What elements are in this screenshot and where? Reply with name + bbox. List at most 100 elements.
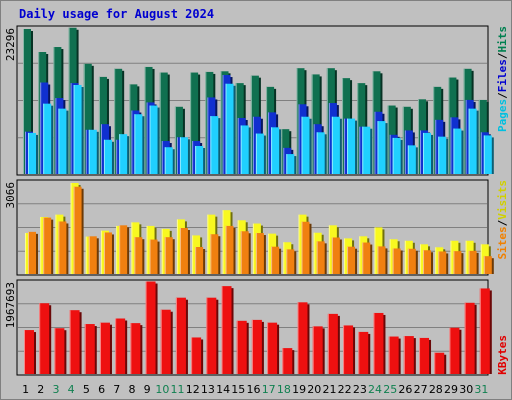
- pages-bar-18: [286, 154, 297, 174]
- pages-bar-14-highlight: [225, 83, 227, 174]
- sites-bar-14: [225, 225, 236, 274]
- visits-bar-30-highlight: [465, 240, 467, 274]
- sites-bar-11-body: [179, 227, 188, 274]
- pages-bar-19: [301, 116, 312, 174]
- kbytes-bar-17-body: [267, 322, 278, 374]
- kbytes-bar-5-highlight: [84, 324, 86, 374]
- sites-bar-1: [28, 231, 38, 274]
- pages-bar-21: [331, 116, 342, 174]
- sites-bar-19: [301, 221, 312, 274]
- kbytes-bar-23-body: [358, 331, 369, 374]
- sites-bar-13-body: [210, 234, 219, 274]
- kbytes-bar-14-highlight: [221, 286, 223, 374]
- sites-bar-29-highlight: [453, 251, 455, 274]
- visits-bar-6-highlight: [100, 230, 102, 274]
- pages-bar-29-highlight: [453, 128, 455, 174]
- x-tick-label-28: 28: [429, 383, 443, 396]
- hits-bar-9-highlight: [144, 66, 146, 174]
- pages-bar-10-body: [164, 147, 173, 174]
- files-bar-9-highlight: [146, 102, 148, 174]
- kbytes-bar-7: [115, 318, 128, 374]
- hits-bar-12-body: [190, 72, 199, 174]
- kbytes-bar-21-body: [327, 313, 338, 374]
- visits-bar-17-highlight: [268, 233, 270, 274]
- pages-bar-1: [28, 132, 38, 174]
- legend-visits-sites-part-0: Sites: [496, 226, 509, 259]
- hits-bar-30-highlight: [463, 68, 465, 174]
- sites-bar-16-body: [255, 233, 264, 274]
- pages-bar-8-highlight: [134, 114, 136, 174]
- sites-bar-12-highlight: [195, 246, 197, 274]
- sites-bar-17-body: [271, 246, 280, 274]
- x-tick-label-6: 6: [98, 383, 105, 396]
- kbytes-bar-5: [84, 324, 97, 374]
- kbytes-bar-20-highlight: [312, 326, 314, 374]
- sites-bar-13: [210, 234, 221, 274]
- y-max-label-hits-files-pages: 23296: [4, 28, 17, 61]
- kbytes-bar-29-body: [449, 327, 460, 374]
- sites-bar-18-body: [286, 249, 295, 274]
- files-bar-6-highlight: [100, 124, 102, 174]
- files-bar-14-highlight: [222, 75, 224, 174]
- pages-bar-10-highlight: [164, 147, 166, 174]
- pages-bar-13: [210, 116, 221, 174]
- files-bar-21-highlight: [328, 103, 330, 174]
- pages-bar-9-highlight: [149, 105, 151, 174]
- hits-bar-6-highlight: [98, 76, 100, 174]
- x-tick-label-27: 27: [414, 383, 428, 396]
- pages-bar-28: [438, 136, 449, 174]
- visits-bar-31-highlight: [480, 244, 482, 274]
- visits-bar-19-highlight: [298, 214, 300, 274]
- files-bar-16-highlight: [252, 116, 254, 174]
- sites-bar-4-body: [73, 186, 82, 274]
- visits-bar-2-highlight: [40, 217, 42, 274]
- visits-bar-5-highlight: [85, 236, 87, 274]
- x-tick-label-4: 4: [68, 383, 75, 396]
- sites-bar-23: [362, 242, 373, 274]
- visits-bar-4-highlight: [70, 183, 72, 274]
- sites-bar-7-body: [119, 225, 128, 274]
- sites-bar-12-body: [195, 246, 204, 274]
- sites-bar-3-highlight: [58, 221, 60, 274]
- sites-bar-22-body: [347, 246, 356, 274]
- sites-bar-14-highlight: [225, 225, 227, 274]
- visits-bar-18-highlight: [283, 242, 285, 274]
- legend-kbytes: KBytes: [496, 335, 509, 375]
- visits-bar-1-highlight: [25, 233, 26, 274]
- kbytes-bar-27-highlight: [419, 337, 421, 374]
- pages-bar-8: [134, 114, 145, 174]
- hits-bar-3-highlight: [53, 47, 55, 174]
- sites-bar-29-body: [453, 251, 462, 274]
- pages-bar-25-body: [392, 137, 401, 174]
- pages-bar-29: [453, 128, 464, 174]
- hits-bar-10-highlight: [159, 72, 161, 174]
- pages-bar-2-highlight: [43, 103, 45, 174]
- kbytes-bar-6-highlight: [99, 322, 101, 374]
- sites-bar-30-highlight: [468, 250, 470, 274]
- kbytes-bar-10: [160, 309, 173, 374]
- sites-bar-24-highlight: [377, 246, 379, 274]
- hits-bar-19-highlight: [296, 68, 298, 174]
- sites-bar-7-highlight: [119, 225, 121, 274]
- kbytes-bar-19-body: [297, 302, 308, 374]
- files-bar-29-highlight: [450, 117, 452, 174]
- pages-bar-15: [240, 125, 251, 174]
- pages-bar-5-body: [88, 129, 97, 174]
- pages-bar-25-highlight: [392, 137, 394, 174]
- sites-bar-28-highlight: [438, 251, 440, 274]
- hits-bar-13-highlight: [205, 71, 207, 174]
- x-tick-label-21: 21: [322, 383, 336, 396]
- kbytes-bar-8-highlight: [130, 323, 132, 374]
- sites-bar-5: [88, 236, 99, 274]
- kbytes-bar-13: [206, 297, 219, 374]
- pages-bar-28-highlight: [438, 136, 440, 174]
- sites-bar-25-body: [392, 248, 401, 274]
- pages-bar-15-highlight: [240, 125, 242, 174]
- kbytes-bar-23: [358, 331, 371, 374]
- kbytes-bar-4-highlight: [69, 310, 71, 374]
- kbytes-bar-19: [297, 302, 310, 374]
- files-bar-31-highlight: [480, 132, 482, 174]
- sites-bar-26-highlight: [407, 248, 409, 274]
- sites-bar-30: [468, 250, 479, 274]
- hits-bar-17-highlight: [266, 86, 268, 174]
